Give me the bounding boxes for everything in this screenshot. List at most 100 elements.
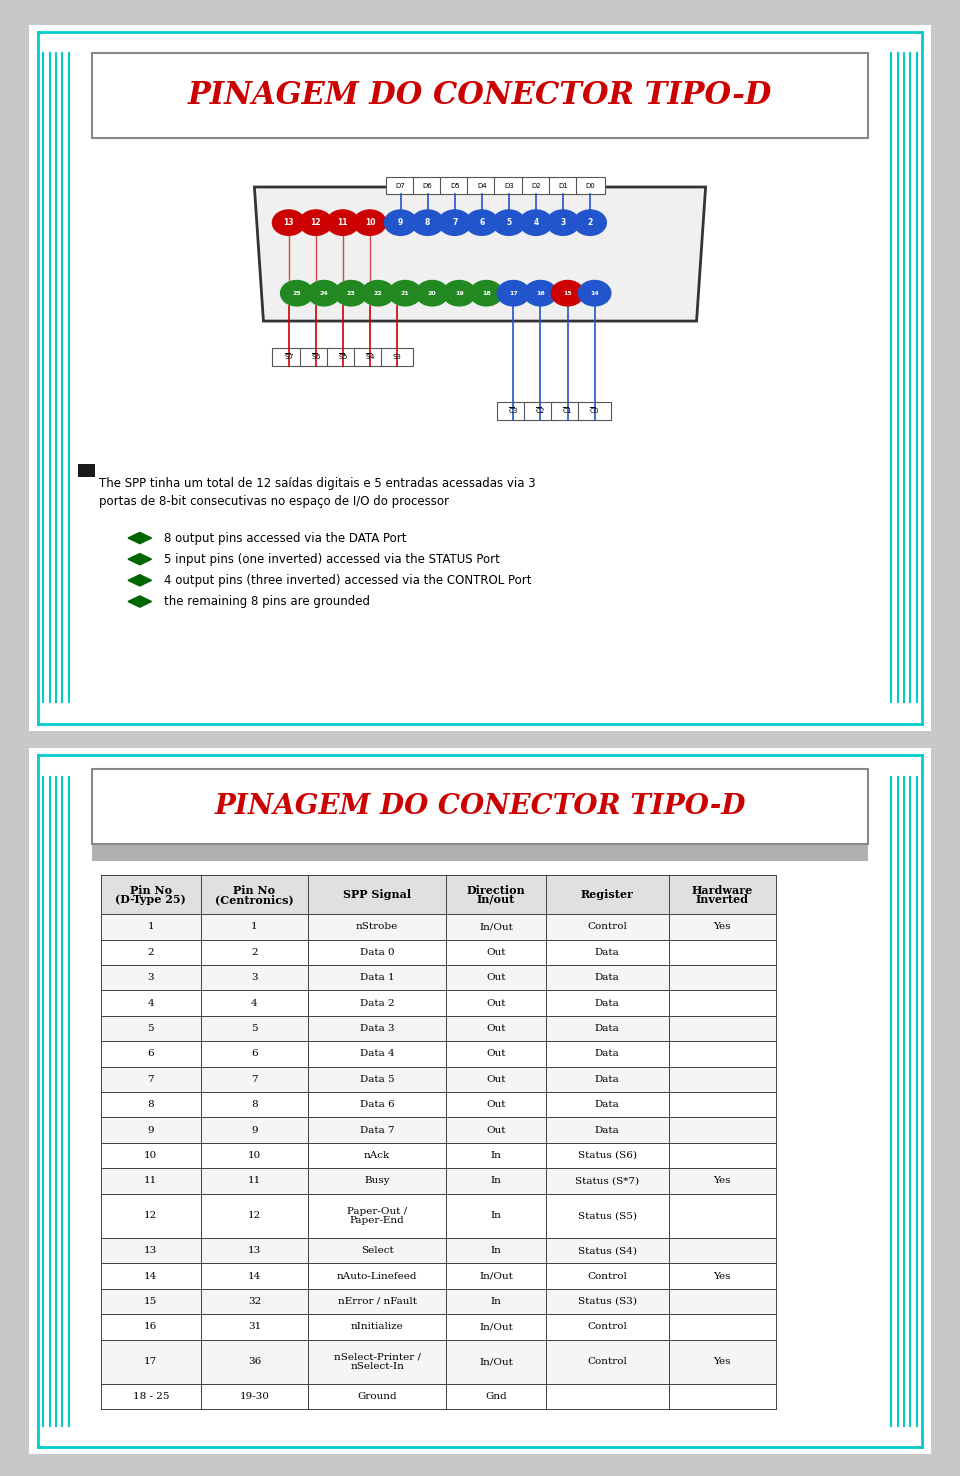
Circle shape (326, 210, 359, 235)
FancyBboxPatch shape (446, 1384, 546, 1410)
Text: In/Out: In/Out (479, 1322, 513, 1331)
FancyBboxPatch shape (446, 940, 546, 965)
Text: 2: 2 (148, 948, 155, 956)
Text: 5: 5 (506, 218, 512, 227)
Text: 15: 15 (564, 291, 572, 295)
Text: 10: 10 (248, 1151, 261, 1160)
Text: Ground: Ground (357, 1392, 396, 1401)
FancyBboxPatch shape (386, 177, 415, 195)
FancyBboxPatch shape (201, 1168, 308, 1194)
FancyBboxPatch shape (101, 1067, 201, 1092)
Text: 13: 13 (283, 218, 294, 227)
FancyBboxPatch shape (381, 347, 413, 366)
Text: Yes: Yes (713, 922, 732, 931)
FancyBboxPatch shape (308, 875, 446, 914)
Polygon shape (128, 554, 152, 565)
Text: 4: 4 (534, 218, 539, 227)
FancyBboxPatch shape (201, 1194, 308, 1238)
Text: nError / nFault: nError / nFault (338, 1297, 417, 1306)
Text: 3: 3 (148, 973, 155, 982)
FancyBboxPatch shape (101, 940, 201, 965)
FancyBboxPatch shape (578, 401, 611, 421)
Circle shape (497, 280, 530, 306)
FancyBboxPatch shape (101, 1142, 201, 1168)
Text: 6: 6 (252, 1049, 257, 1058)
FancyBboxPatch shape (101, 914, 201, 940)
FancyBboxPatch shape (546, 1340, 668, 1384)
FancyBboxPatch shape (201, 1340, 308, 1384)
Text: nStrobe: nStrobe (356, 922, 398, 931)
FancyBboxPatch shape (92, 769, 868, 844)
Text: 24: 24 (320, 291, 328, 295)
FancyBboxPatch shape (201, 1384, 308, 1410)
FancyBboxPatch shape (668, 1168, 776, 1194)
FancyBboxPatch shape (308, 914, 446, 940)
Circle shape (416, 280, 448, 306)
Text: D1: D1 (558, 183, 568, 189)
FancyBboxPatch shape (446, 990, 546, 1015)
FancyBboxPatch shape (446, 1067, 546, 1092)
FancyBboxPatch shape (201, 1314, 308, 1340)
FancyBboxPatch shape (446, 1263, 546, 1289)
Text: nAuto-Linefeed: nAuto-Linefeed (337, 1271, 418, 1281)
Text: Data: Data (595, 1100, 619, 1108)
Text: Out: Out (487, 1100, 506, 1108)
FancyBboxPatch shape (92, 840, 868, 861)
Text: $\overline{\mathrm{S}}$7: $\overline{\mathrm{S}}$7 (283, 351, 294, 362)
FancyBboxPatch shape (308, 1142, 446, 1168)
Text: $\overline{\mathrm{C}}$0: $\overline{\mathrm{C}}$0 (589, 406, 600, 416)
FancyBboxPatch shape (79, 463, 95, 477)
Circle shape (300, 210, 332, 235)
Text: 18: 18 (482, 291, 491, 295)
FancyBboxPatch shape (29, 748, 931, 1454)
FancyBboxPatch shape (546, 914, 668, 940)
Text: In: In (491, 1212, 501, 1221)
FancyBboxPatch shape (668, 1238, 776, 1263)
Text: 9: 9 (398, 218, 403, 227)
Text: In: In (491, 1176, 501, 1185)
Text: Out: Out (487, 1049, 506, 1058)
FancyBboxPatch shape (546, 1067, 668, 1092)
Text: Yes: Yes (713, 1271, 732, 1281)
Text: 11: 11 (338, 218, 348, 227)
FancyBboxPatch shape (576, 177, 605, 195)
Text: Data: Data (595, 999, 619, 1008)
Text: Out: Out (487, 1075, 506, 1083)
Text: 8: 8 (252, 1100, 257, 1108)
FancyBboxPatch shape (201, 1092, 308, 1117)
Text: 9: 9 (148, 1126, 155, 1135)
FancyBboxPatch shape (326, 347, 359, 366)
FancyBboxPatch shape (308, 1194, 446, 1238)
Text: Out: Out (487, 1024, 506, 1033)
Text: SPP Signal: SPP Signal (343, 889, 411, 900)
FancyBboxPatch shape (668, 914, 776, 940)
FancyBboxPatch shape (548, 177, 578, 195)
FancyBboxPatch shape (308, 1340, 446, 1384)
FancyBboxPatch shape (546, 1041, 668, 1067)
FancyBboxPatch shape (524, 401, 557, 421)
Text: 4: 4 (252, 999, 257, 1008)
FancyBboxPatch shape (446, 1340, 546, 1384)
Text: In: In (491, 1297, 501, 1306)
Text: PINAGEM DO CONECTOR TIPO-D: PINAGEM DO CONECTOR TIPO-D (188, 80, 772, 111)
FancyBboxPatch shape (468, 177, 496, 195)
FancyBboxPatch shape (546, 990, 668, 1015)
FancyBboxPatch shape (668, 1117, 776, 1142)
Text: 19: 19 (455, 291, 464, 295)
FancyBboxPatch shape (446, 1194, 546, 1238)
Circle shape (519, 210, 552, 235)
FancyBboxPatch shape (201, 965, 308, 990)
FancyBboxPatch shape (668, 1289, 776, 1314)
FancyBboxPatch shape (101, 1314, 201, 1340)
Circle shape (335, 280, 367, 306)
Text: (Centronics): (Centronics) (215, 894, 294, 905)
Text: Data 5: Data 5 (360, 1075, 395, 1083)
Text: 3: 3 (252, 973, 257, 982)
Text: Pin No: Pin No (233, 884, 276, 896)
Text: $\overline{\mathrm{S}}$6: $\overline{\mathrm{S}}$6 (310, 351, 321, 362)
FancyBboxPatch shape (441, 177, 469, 195)
Text: Data 2: Data 2 (360, 999, 395, 1008)
FancyBboxPatch shape (201, 1289, 308, 1314)
FancyBboxPatch shape (308, 940, 446, 965)
Text: nInitialize: nInitialize (350, 1322, 403, 1331)
